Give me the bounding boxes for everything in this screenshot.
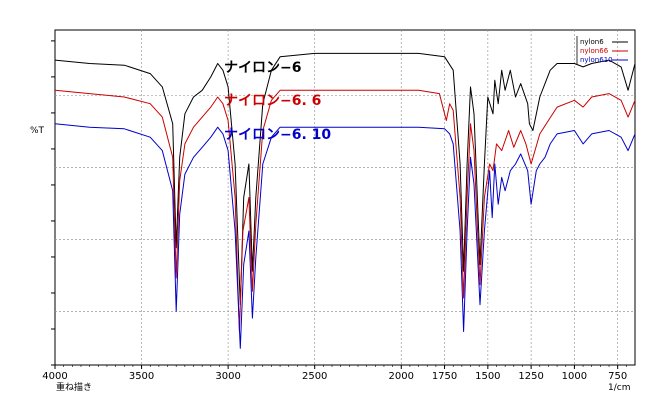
annotation-nylon66: ナイロン−6. 6 bbox=[224, 93, 321, 109]
x-tick-label: 1000 bbox=[562, 371, 587, 382]
series-line-nylon6 bbox=[54, 52, 636, 306]
x-tick-label: 750 bbox=[608, 371, 627, 382]
y-axis bbox=[51, 40, 55, 366]
x-axis: 4000 3500 3000 2500 2000 1750 1500 1250 1000 750 bbox=[42, 365, 627, 382]
x-tick-label: 1750 bbox=[432, 371, 457, 382]
x-tick-label: 4000 bbox=[42, 371, 67, 382]
series-group bbox=[54, 52, 636, 349]
x-tick-label: 1500 bbox=[475, 371, 500, 382]
annotation-nylon610: ナイロン−6. 10 bbox=[224, 127, 331, 143]
annotations: ナイロン−6 ナイロン−6. 6 ナイロン−6. 10 bbox=[224, 60, 331, 143]
plot-frame bbox=[54, 29, 636, 366]
x-tick-label: 1250 bbox=[518, 371, 543, 382]
legend-label-nylon66: nylon66 bbox=[580, 47, 609, 55]
annotation-nylon6: ナイロン−6 bbox=[224, 60, 301, 76]
x-tick-label: 3500 bbox=[129, 371, 154, 382]
legend-label-nylon6: nylon6 bbox=[580, 38, 604, 46]
series-line-nylon610 bbox=[54, 123, 636, 349]
x-tick-label: 2000 bbox=[389, 371, 414, 382]
x-tick-label: 2500 bbox=[302, 371, 327, 382]
legend-label-nylon610: nylon610 bbox=[580, 56, 613, 64]
x-unit-label: 1/cm bbox=[608, 383, 630, 393]
footer-label: 重ね描き bbox=[56, 381, 92, 393]
series-line-nylon66 bbox=[54, 89, 636, 332]
y-axis-label: %T bbox=[30, 126, 45, 136]
x-tick-label: 3000 bbox=[215, 371, 240, 382]
grid bbox=[55, 30, 635, 365]
